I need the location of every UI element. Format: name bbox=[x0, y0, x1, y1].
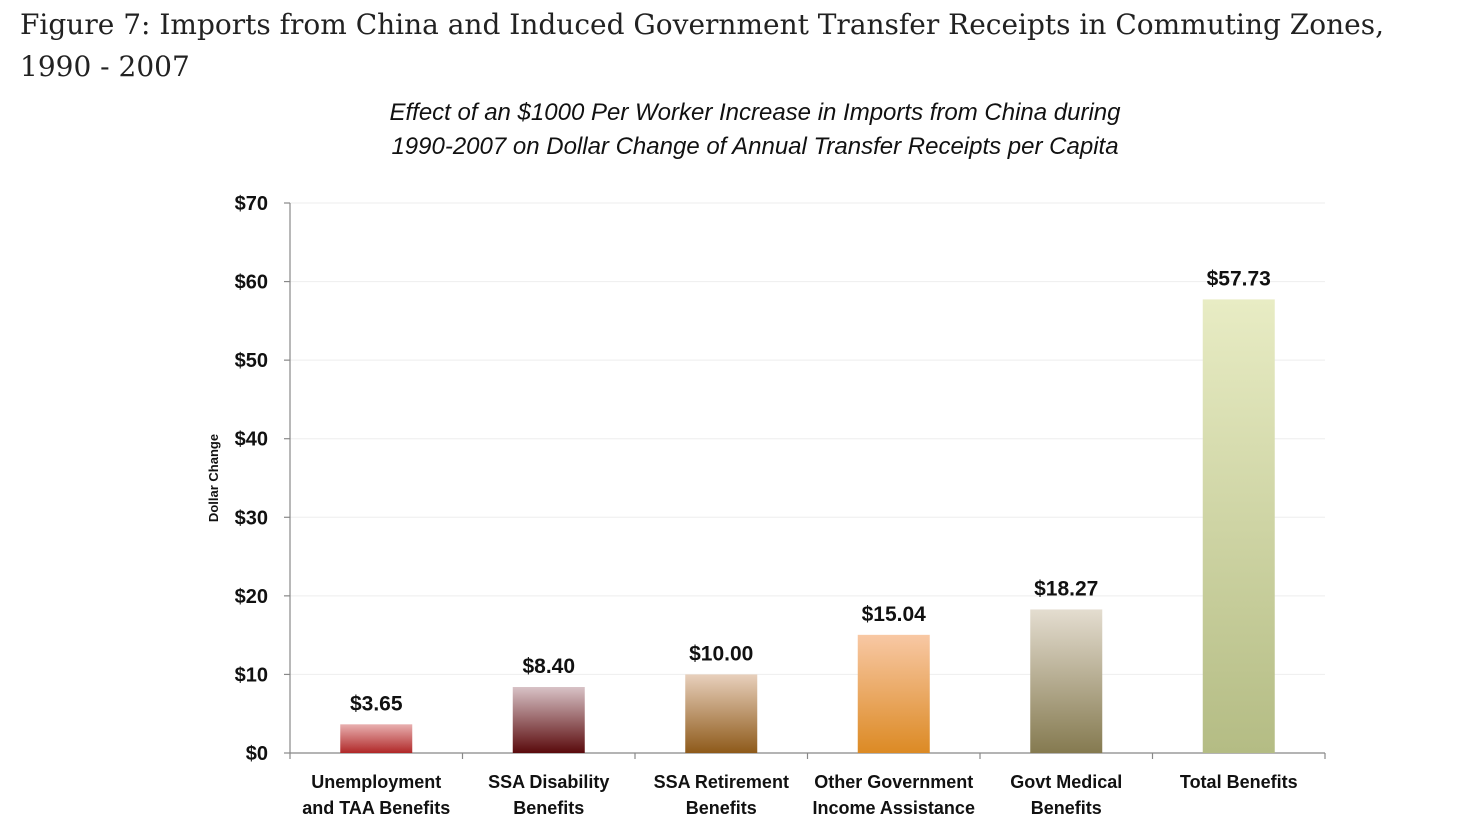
chart-title: Effect of an $1000 Per Worker Increase i… bbox=[389, 99, 1121, 160]
x-category-label: Benefits bbox=[686, 798, 757, 818]
x-category-label: Other Government bbox=[814, 772, 973, 792]
bar bbox=[1202, 299, 1275, 753]
bar bbox=[685, 674, 758, 753]
bar bbox=[512, 687, 585, 753]
bar-value-label: $8.40 bbox=[522, 655, 575, 678]
y-tick-label: $60 bbox=[235, 272, 268, 294]
chart-title-line: Effect of an $1000 Per Worker Increase i… bbox=[389, 99, 1121, 126]
labels: $3.65 Unemployment and TAA Benefits $8.40 SS… bbox=[302, 267, 1297, 818]
x-category-label: and TAA Benefits bbox=[302, 798, 450, 818]
bar-value-label: $3.65 bbox=[350, 692, 403, 715]
y-tick-label: $0 bbox=[246, 743, 268, 765]
x-category-label: Unemployment bbox=[311, 772, 441, 792]
y-tick-label: $70 bbox=[235, 193, 268, 215]
bar bbox=[340, 724, 413, 753]
chart-title-line: 1990-2007 on Dollar Change of Annual Tra… bbox=[391, 133, 1118, 160]
bar bbox=[1030, 609, 1103, 753]
figure-caption: Figure 7: Imports from China and Induced… bbox=[20, 8, 1384, 83]
x-category-label: Total Benefits bbox=[1180, 772, 1298, 792]
gridlines bbox=[290, 202, 1325, 675]
x-category-label: SSA Retirement bbox=[654, 772, 789, 792]
bar-value-label: $15.04 bbox=[862, 603, 927, 626]
y-tick-label: $30 bbox=[235, 507, 268, 529]
y-axis-title: Dollar Change bbox=[206, 434, 221, 522]
x-category-label: Benefits bbox=[1031, 798, 1102, 818]
x-category-label: Govt Medical bbox=[1010, 772, 1122, 792]
x-category-label: Income Assistance bbox=[813, 798, 975, 818]
axes: $0 $10 $20 $30 $40 $50 $60 $70 Dollar Change bbox=[206, 193, 1326, 765]
bar-value-label: $57.73 bbox=[1207, 267, 1271, 290]
x-category-label: SSA Disability bbox=[488, 772, 609, 792]
y-tick-label: $10 bbox=[235, 664, 268, 686]
y-tick-label: $20 bbox=[235, 586, 268, 608]
bar bbox=[857, 634, 930, 753]
y-tick-label: $50 bbox=[235, 350, 268, 372]
bar-value-label: $10.00 bbox=[689, 642, 753, 665]
x-category-label: Benefits bbox=[513, 798, 584, 818]
bars bbox=[340, 299, 1275, 753]
bar-value-label: $18.27 bbox=[1034, 577, 1098, 600]
y-tick-label: $40 bbox=[235, 429, 268, 451]
